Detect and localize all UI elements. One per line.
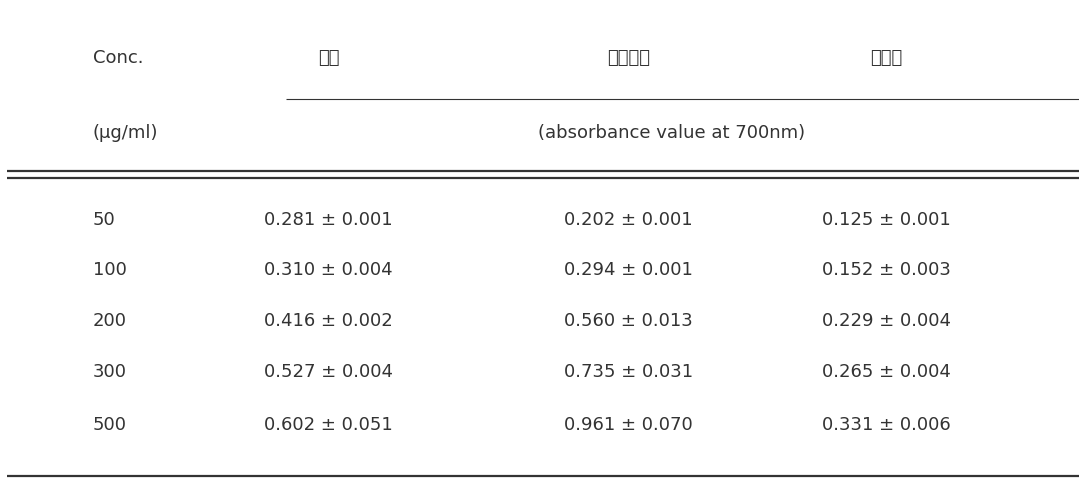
Text: 0.229 ± 0.004: 0.229 ± 0.004 bbox=[822, 312, 950, 330]
Text: (μg/ml): (μg/ml) bbox=[92, 124, 159, 142]
Text: 0.152 ± 0.003: 0.152 ± 0.003 bbox=[822, 261, 950, 279]
Text: 0.560 ± 0.013: 0.560 ± 0.013 bbox=[565, 312, 693, 330]
Text: 0.735 ± 0.031: 0.735 ± 0.031 bbox=[565, 363, 693, 381]
Text: 0.202 ± 0.001: 0.202 ± 0.001 bbox=[565, 211, 693, 229]
Text: 들국화: 들국화 bbox=[870, 49, 902, 67]
Text: 500: 500 bbox=[92, 416, 127, 434]
Text: 0.310 ± 0.004: 0.310 ± 0.004 bbox=[264, 261, 393, 279]
Text: 0.294 ± 0.001: 0.294 ± 0.001 bbox=[565, 261, 693, 279]
Text: Conc.: Conc. bbox=[92, 49, 143, 67]
Text: 0.961 ± 0.070: 0.961 ± 0.070 bbox=[565, 416, 693, 434]
Text: 곰보배추: 곰보배추 bbox=[607, 49, 651, 67]
Text: 0.527 ± 0.004: 0.527 ± 0.004 bbox=[264, 363, 393, 381]
Text: 100: 100 bbox=[92, 261, 127, 279]
Text: 0.125 ± 0.001: 0.125 ± 0.001 bbox=[822, 211, 950, 229]
Text: 0.331 ± 0.006: 0.331 ± 0.006 bbox=[822, 416, 950, 434]
Text: 0.281 ± 0.001: 0.281 ± 0.001 bbox=[264, 211, 393, 229]
Text: (absorbance value at 700nm): (absorbance value at 700nm) bbox=[538, 124, 805, 142]
Text: 50: 50 bbox=[92, 211, 115, 229]
Text: 매화: 매화 bbox=[318, 49, 339, 67]
Text: 0.602 ± 0.051: 0.602 ± 0.051 bbox=[264, 416, 393, 434]
Text: 0.416 ± 0.002: 0.416 ± 0.002 bbox=[264, 312, 393, 330]
Text: 0.265 ± 0.004: 0.265 ± 0.004 bbox=[822, 363, 950, 381]
Text: 200: 200 bbox=[92, 312, 127, 330]
Text: 300: 300 bbox=[92, 363, 127, 381]
